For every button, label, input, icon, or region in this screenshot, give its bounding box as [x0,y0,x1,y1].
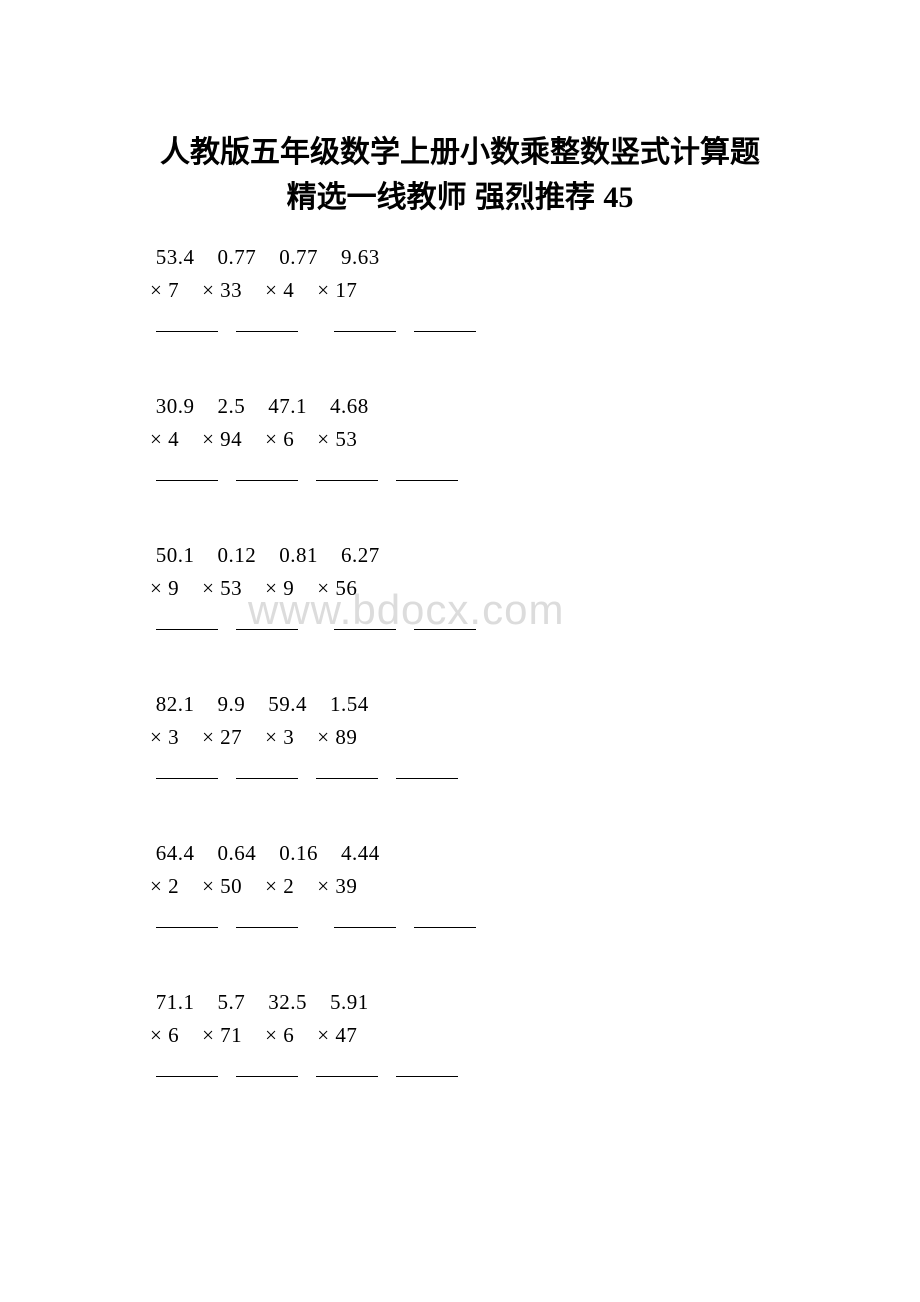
answer-blank [396,778,458,779]
problem-row: 53.4 0.77 0.77 9.63 × 7 × 33 × 4 × 17 [150,245,830,342]
document-page: 人教版五年级数学上册小数乘整数竖式计算题 精选一线教师 强烈推荐 45 53.4… [0,0,920,1199]
answer-blank [156,778,218,779]
answer-blank [316,778,378,779]
blanks-line [150,615,830,640]
problem-row: 82.1 9.9 59.4 1.54 × 3 × 27 × 3 × 89 [150,692,830,789]
numbers-line: 71.1 5.7 32.5 5.91 [150,990,830,1015]
answer-blank [236,778,298,779]
title-number: 45 [603,181,633,214]
answer-blank [156,331,218,332]
answer-blank [334,331,396,332]
blanks-line [150,1062,830,1087]
answer-blank [316,480,378,481]
title-line2-text: 精选一线教师 强烈推荐 [287,181,604,214]
document-title: 人教版五年级数学上册小数乘整数竖式计算题 精选一线教师 强烈推荐 45 [90,130,830,220]
numbers-line: 30.9 2.5 47.1 4.68 [150,394,830,419]
answer-blank [334,629,396,630]
answer-blank [236,480,298,481]
problem-row: 64.4 0.64 0.16 4.44 × 2 × 50 × 2 × 39 [150,841,830,938]
answer-blank [414,331,476,332]
numbers-line: 53.4 0.77 0.77 9.63 [150,245,830,270]
numbers-line: 82.1 9.9 59.4 1.54 [150,692,830,717]
answer-blank [316,1076,378,1077]
problem-row: 50.1 0.12 0.81 6.27 × 9 × 53 × 9 × 56 [150,543,830,640]
answer-blank [236,331,298,332]
multipliers-line: × 7 × 33 × 4 × 17 [150,278,830,303]
answer-blank [236,629,298,630]
answer-blank [414,927,476,928]
blanks-line [150,764,830,789]
multipliers-line: × 3 × 27 × 3 × 89 [150,725,830,750]
blanks-line [150,913,830,938]
numbers-line: 64.4 0.64 0.16 4.44 [150,841,830,866]
answer-blank [396,480,458,481]
multipliers-line: × 2 × 50 × 2 × 39 [150,874,830,899]
problem-row: 30.9 2.5 47.1 4.68 × 4 × 94 × 6 × 53 [150,394,830,491]
answer-blank [414,629,476,630]
answer-blank [156,480,218,481]
answer-blank [396,1076,458,1077]
multipliers-line: × 9 × 53 × 9 × 56 [150,576,830,601]
answer-blank [236,1076,298,1077]
numbers-line: 50.1 0.12 0.81 6.27 [150,543,830,568]
answer-blank [236,927,298,928]
title-line1: 人教版五年级数学上册小数乘整数竖式计算题 [90,130,830,175]
title-line2: 精选一线教师 强烈推荐 45 [90,175,830,220]
blanks-line [150,317,830,342]
blanks-line [150,466,830,491]
answer-blank [334,927,396,928]
answer-blank [156,927,218,928]
multipliers-line: × 6 × 71 × 6 × 47 [150,1023,830,1048]
answer-blank [156,1076,218,1077]
problem-row: 71.1 5.7 32.5 5.91 × 6 × 71 × 6 × 47 [150,990,830,1087]
answer-blank [156,629,218,630]
multipliers-line: × 4 × 94 × 6 × 53 [150,427,830,452]
